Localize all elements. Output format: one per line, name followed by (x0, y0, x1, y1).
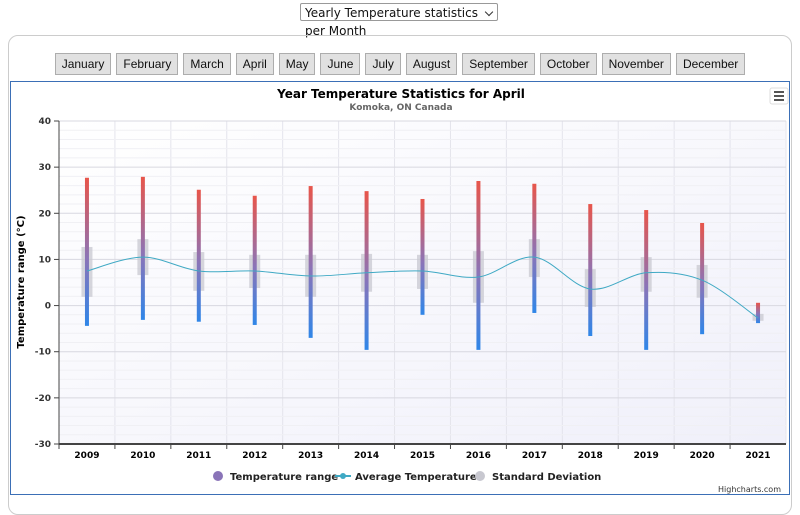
legend-item[interactable]: Average Temperature (335, 472, 477, 483)
month-buttons: January February March April May June July Augu… (0, 53, 800, 75)
month-button[interactable]: March (183, 53, 231, 75)
legend-label: Standard Deviation (492, 472, 601, 483)
y-tick-label: -30 (35, 440, 51, 450)
month-button[interactable]: May (278, 53, 316, 75)
x-tick-label: 2017 (522, 451, 547, 461)
x-tick-label: 2016 (466, 451, 491, 461)
month-button[interactable]: April (235, 53, 274, 75)
month-button[interactable]: July (365, 53, 401, 75)
legend-item[interactable]: Standard Deviation (475, 471, 601, 483)
y-tick-label: 40 (38, 117, 51, 127)
x-tick-label: 2021 (746, 451, 771, 461)
range-bar (140, 176, 145, 320)
legend-symbol (213, 471, 223, 481)
y-axis-title: Temperature range (°C) (16, 215, 27, 348)
y-tick-label: 30 (38, 163, 51, 173)
range-bar (252, 195, 257, 325)
range-bar (196, 189, 201, 322)
month-button[interactable]: September (462, 53, 535, 75)
range-bar (532, 183, 537, 313)
x-tick-label: 2009 (74, 451, 99, 461)
x-tick-label: 2020 (690, 451, 715, 461)
chart-subtitle: Komoka, ON Canada (349, 103, 452, 113)
x-tick-label: 2012 (242, 451, 267, 461)
y-tick-label: -10 (35, 348, 51, 358)
x-tick-label: 2010 (130, 451, 155, 461)
x-tick-label: 2014 (354, 451, 379, 461)
y-tick-label: -20 (35, 394, 51, 404)
range-bar (308, 186, 313, 338)
range-bar (420, 198, 425, 315)
range-bar (700, 222, 705, 335)
range-bar (364, 191, 369, 350)
range-bar (476, 180, 481, 350)
y-tick-label: 0 (45, 302, 51, 312)
legend-label: Temperature range (230, 472, 338, 483)
credits[interactable]: Highcharts.com (718, 485, 781, 494)
month-button[interactable]: November (601, 53, 671, 75)
legend-label: Average Temperature (355, 472, 477, 483)
month-button[interactable]: August (405, 53, 458, 75)
x-tick-label: 2013 (298, 451, 323, 461)
x-tick-label: 2015 (410, 451, 435, 461)
dropdown[interactable]: Yearly Temperature statistics per Month (300, 3, 498, 38)
y-tick-label: 20 (38, 209, 51, 219)
y-tick-label: 10 (38, 255, 51, 265)
month-button[interactable]: January (54, 53, 112, 75)
chart: Year Temperature Statistics for April Ko… (10, 81, 790, 495)
month-button[interactable]: June (320, 53, 361, 75)
chart-title: Year Temperature Statistics for April (276, 87, 525, 101)
range-bar (84, 177, 89, 326)
x-tick-label: 2018 (578, 451, 603, 461)
month-button[interactable]: October (539, 53, 597, 75)
legend-item[interactable]: Temperature range (213, 471, 338, 483)
range-bar (588, 204, 593, 337)
month-button[interactable]: February (116, 53, 179, 75)
range-bar (644, 210, 649, 350)
range-bar (756, 302, 761, 324)
legend-symbol (475, 471, 485, 481)
month-button[interactable]: December (675, 53, 746, 75)
page: Yearly Temperature statistics per Month … (0, 0, 800, 501)
average-line (86, 256, 759, 319)
menu-button[interactable] (769, 87, 789, 105)
x-tick-label: 2011 (186, 451, 211, 461)
legend-symbol (340, 473, 346, 479)
x-tick-label: 2019 (634, 451, 659, 461)
